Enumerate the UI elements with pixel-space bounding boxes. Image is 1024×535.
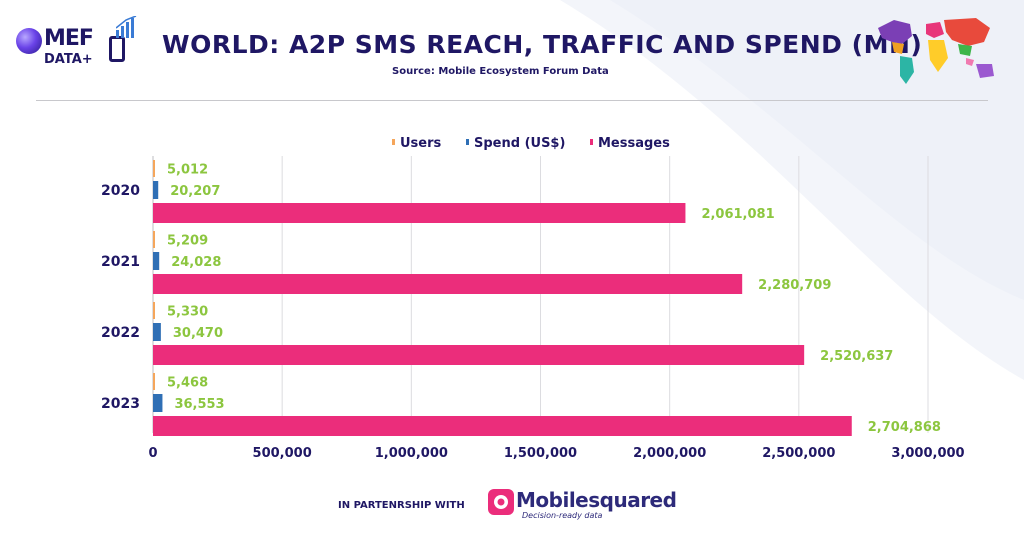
data-label: 24,028 xyxy=(171,255,221,270)
partner-tagline: Decision-ready data xyxy=(522,511,603,520)
data-label: 5,012 xyxy=(167,163,208,178)
x-tick-label: 2,500,000 xyxy=(762,446,835,461)
x-tick-label: 2,000,000 xyxy=(633,446,706,461)
bar-users xyxy=(153,373,155,390)
data-label: 36,553 xyxy=(174,397,224,412)
phone-icon xyxy=(109,36,125,62)
logo-text-mef: MEF xyxy=(44,26,94,51)
data-label: 20,207 xyxy=(170,184,220,199)
bar-users xyxy=(153,160,155,177)
bar-spend xyxy=(153,181,159,199)
bar-messages xyxy=(153,416,852,436)
x-tick-label: 1,000,000 xyxy=(375,446,448,461)
world-map-icon xyxy=(878,18,994,84)
data-label: 2,061,081 xyxy=(701,207,774,222)
x-tick-label: 3,000,000 xyxy=(891,446,964,461)
x-tick-label: 500,000 xyxy=(253,446,312,461)
page-title: WORLD: A2P SMS REACH, TRAFFIC AND SPEND … xyxy=(162,30,923,59)
logo-text-data: DATA+ xyxy=(44,52,93,67)
partnership-label: IN PARTENRSHIP WITH xyxy=(338,500,465,511)
y-tick-label: 2021 xyxy=(101,254,140,270)
data-label: 2,280,709 xyxy=(758,278,831,293)
x-tick-label: 1,500,000 xyxy=(504,446,577,461)
globe-icon xyxy=(16,28,42,54)
bar-messages xyxy=(153,345,805,365)
legend-swatch xyxy=(466,139,469,145)
header-divider xyxy=(36,100,988,101)
legend-label: Users xyxy=(400,136,442,151)
legend-swatch xyxy=(590,139,593,145)
bar-users xyxy=(153,302,155,319)
bar-users xyxy=(153,231,155,248)
legend-label: Messages xyxy=(598,136,670,151)
y-tick-label: 2022 xyxy=(101,325,140,341)
bar-spend xyxy=(153,394,163,412)
bar-chart: 0 500,000 1,000,000 1,500,000 2,000,000 2,500… xyxy=(101,136,965,461)
y-tick-label: 2023 xyxy=(101,396,140,412)
data-label: 5,209 xyxy=(167,234,208,249)
mobilesquared-logo-icon xyxy=(488,489,514,515)
data-label: 5,330 xyxy=(167,305,208,320)
data-label: 5,468 xyxy=(167,376,208,391)
y-tick-label: 2020 xyxy=(101,183,140,199)
data-label: 30,470 xyxy=(173,326,223,341)
mef-data-logo: MEF DATA+ xyxy=(14,14,144,74)
legend-label: Spend (US$) xyxy=(474,136,565,151)
partner-name: Mobilesquared xyxy=(516,488,677,512)
bar-messages xyxy=(153,203,686,223)
data-label: 2,520,637 xyxy=(820,349,893,364)
legend-swatch xyxy=(392,139,395,145)
bar-spend xyxy=(153,252,160,270)
x-tick-label: 0 xyxy=(148,446,157,461)
data-label: 2,704,868 xyxy=(868,420,941,435)
bar-messages xyxy=(153,274,743,294)
bar-spend xyxy=(153,323,161,341)
bars-icon xyxy=(116,16,137,38)
source-subtitle: Source: Mobile Ecosystem Forum Data xyxy=(392,66,609,77)
